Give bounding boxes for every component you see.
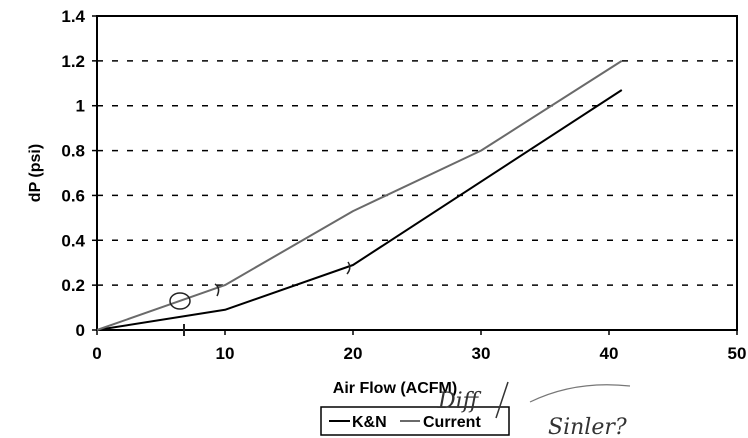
x-tick-label: 40	[600, 344, 619, 363]
x-axis-title: Air Flow (ACFM)	[333, 380, 457, 397]
y-tick-label: 0.2	[61, 276, 85, 295]
series-layer	[96, 60, 623, 331]
y-tick-label: 1.4	[61, 7, 85, 26]
axis-ticks	[92, 15, 738, 335]
handwritten-arc-mark	[529, 384, 631, 403]
y-tick-label: 0.6	[61, 186, 85, 205]
handwritten-note-sinler: Sinler?	[548, 415, 627, 438]
handwritten-circle-mark	[169, 292, 191, 310]
x-tick-label: 0	[92, 344, 101, 363]
x-tick-label: 10	[216, 344, 235, 363]
series-line-k-n	[96, 89, 623, 331]
handwritten-tick-mark	[346, 261, 351, 275]
y-tick-label: 0	[76, 321, 85, 340]
y-tick-labels: 0 0.2 0.4 0.6 0.8 1 1.2 1.4	[61, 7, 85, 340]
x-tick-labels: 0 10 20 30 40 50	[92, 344, 746, 363]
x-tick-label: 50	[728, 344, 747, 363]
y-tick-label: 0.4	[61, 231, 85, 250]
legend-label-kn: K&N	[352, 414, 387, 431]
handwritten-note-diff: Diff	[437, 389, 482, 414]
series-line-current	[96, 60, 623, 331]
x-tick-label: 30	[472, 344, 491, 363]
plot-area	[96, 15, 738, 331]
handwritten-slash-mark	[495, 381, 509, 419]
handwritten-annotations: Diff Sinler?	[169, 261, 631, 438]
gridlines	[97, 60, 737, 286]
y-tick-label: 0.8	[61, 142, 85, 161]
legend: K&N Current	[320, 406, 510, 436]
y-tick-label: 1.2	[61, 52, 85, 71]
y-tick-label: 1	[76, 97, 85, 116]
legend-label-current: Current	[423, 414, 481, 431]
handwritten-tick-mark	[214, 283, 220, 297]
y-axis-title: dP (psi)	[27, 144, 44, 202]
x-tick-label: 20	[344, 344, 363, 363]
